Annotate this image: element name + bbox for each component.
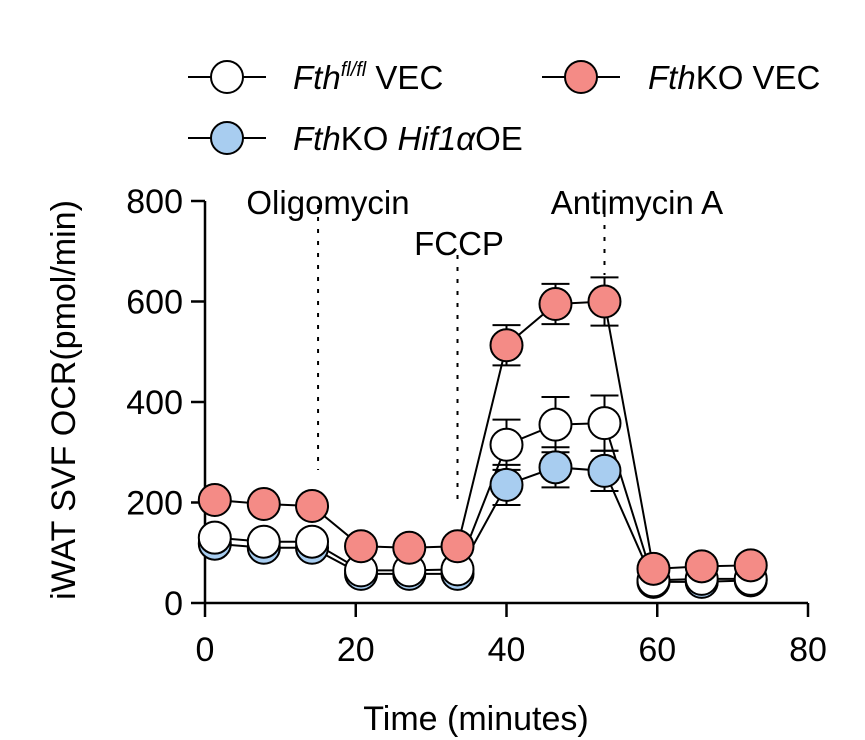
legend-entry-fthko-hif1a-oe: FthKO Hif1αOE bbox=[188, 120, 523, 157]
series-line-fthko-hif1-oe bbox=[214, 466, 751, 583]
data-point-fth-fl-fl-vec-8 bbox=[587, 406, 622, 441]
y-tick-label-800: 800 bbox=[126, 183, 183, 221]
injection-label-antimycin-a: Antimycin A bbox=[551, 184, 723, 221]
legend-label-fthko-vec: FthKO VEC bbox=[648, 59, 820, 96]
data-point-fthko-vec-8 bbox=[587, 284, 622, 319]
data-point-fthko-vec-6 bbox=[489, 328, 524, 363]
legend-label-fthko-vec-gene: Fth bbox=[648, 59, 696, 96]
legend: Fthfl/fl VEC FthKO VEC FthKO Hif1αOE bbox=[188, 59, 820, 157]
y-axis-title: iWAT SVF OCR(pmol/min) bbox=[45, 200, 83, 600]
injection-label-fccp: FCCP bbox=[414, 225, 504, 262]
y-tick-label-200: 200 bbox=[126, 485, 183, 523]
x-tick-label-60: 60 bbox=[638, 631, 676, 669]
legend-label-fth-flfl-vec: Fthfl/fl VEC bbox=[293, 59, 443, 96]
x-tick-label-0: 0 bbox=[196, 631, 215, 669]
data-point-fthko-vec-7 bbox=[538, 287, 573, 322]
legend-label-fthko-hif1a-oe: FthKO Hif1αOE bbox=[293, 120, 523, 157]
y-tick-label-600: 600 bbox=[126, 284, 183, 322]
data-point-fthko-vec-5 bbox=[440, 529, 475, 564]
legend-label-fth-flfl-vec-group: VEC bbox=[366, 59, 443, 96]
y-tick-label-400: 400 bbox=[126, 384, 183, 422]
data-point-fth-fl-fl-vec-1 bbox=[246, 524, 281, 559]
legend-label-fthko-hif1a-oe-oe: OE bbox=[475, 120, 523, 157]
legend-marker-fthko-vec bbox=[564, 60, 598, 94]
x-tick-label-20: 20 bbox=[337, 631, 375, 669]
legend-label-fth-flfl-vec-gene: Fth bbox=[293, 59, 341, 96]
data-point-fthko-hif1-oe-6 bbox=[489, 467, 524, 502]
legend-marker-fth-flfl-vec bbox=[210, 60, 244, 94]
x-tick-label-40: 40 bbox=[488, 631, 526, 669]
data-point-fthko-vec-10 bbox=[684, 549, 719, 584]
legend-marker-fthko-hif1a-oe bbox=[210, 121, 244, 155]
legend-entry-fthko-vec: FthKO VEC bbox=[542, 59, 820, 96]
data-point-fthko-vec-9 bbox=[636, 551, 671, 586]
x-axis-title: Time (minutes) bbox=[363, 700, 588, 738]
injection-label-oligomycin: Oligomycin bbox=[246, 184, 409, 221]
data-point-fthko-vec-11 bbox=[733, 548, 768, 583]
x-tick-label-80: 80 bbox=[789, 631, 827, 669]
data-point-fthko-vec-3 bbox=[344, 529, 379, 564]
data-point-fthko-hif1-oe-7 bbox=[538, 450, 573, 485]
legend-label-fthko-hif1a-oe-ko: KO bbox=[341, 120, 398, 157]
data-point-fth-fl-fl-vec-6 bbox=[489, 427, 524, 462]
legend-label-fthko-hif1a-oe-gene: Fth bbox=[293, 120, 341, 157]
data-point-fth-fl-fl-vec-2 bbox=[295, 524, 330, 559]
data-point-fth-fl-fl-vec-0 bbox=[197, 520, 232, 555]
data-point-fthko-vec-4 bbox=[392, 530, 427, 565]
data-point-fthko-hif1-oe-8 bbox=[587, 453, 622, 488]
legend-label-fth-flfl-vec-allele: fl/fl bbox=[341, 59, 367, 81]
data-point-fthko-vec-0 bbox=[197, 482, 232, 517]
data-point-fthko-vec-2 bbox=[295, 489, 330, 524]
data-point-fthko-vec-1 bbox=[246, 487, 281, 522]
legend-label-fthko-vec-group: KO VEC bbox=[696, 59, 821, 96]
data-point-fth-fl-fl-vec-7 bbox=[538, 407, 573, 442]
y-tick-label-0: 0 bbox=[164, 585, 183, 623]
legend-label-fthko-hif1a-oe-transgene: Hif1α bbox=[398, 120, 477, 157]
legend-entry-fth-flfl-vec: Fthfl/fl VEC bbox=[188, 59, 443, 96]
